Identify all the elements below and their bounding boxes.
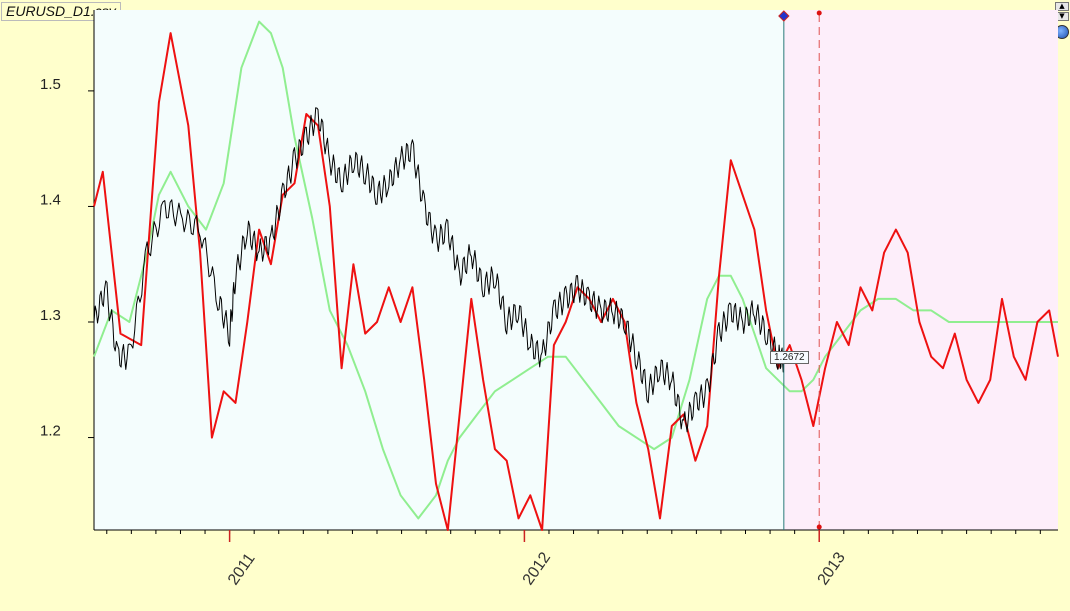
y-tick-label: 1.3	[40, 307, 61, 324]
y-tick-label: 1.5	[40, 76, 61, 93]
scroll-up-button[interactable]: ▲	[1055, 2, 1069, 11]
cursor-price-label: 1.2672	[770, 351, 809, 364]
forecast-area	[783, 10, 1058, 530]
plot-background	[94, 10, 1058, 530]
series-smoothed	[93, 20, 1058, 520]
x-tick-label: 2011	[225, 550, 259, 588]
y-tick-label: 1.2	[40, 423, 61, 440]
series-layer	[93, 20, 1059, 531]
y-tick-label: 1.4	[40, 191, 61, 208]
series-price	[93, 107, 785, 433]
forecast-start-bottom-dot	[816, 524, 822, 530]
x-axis-ticks: 2011 2012 2013	[106, 530, 1041, 588]
y-axis-ticks: 1.2 1.3 1.4 1.5	[40, 76, 94, 440]
x-tick-label: 2013	[815, 549, 849, 588]
x-tick-label: 2012	[520, 549, 554, 588]
chart-title: EURUSD_D1.csv	[1, 2, 121, 21]
chart-markers	[778, 10, 822, 530]
cursor-handle-icon	[778, 10, 790, 22]
forecast-start-top-dot	[816, 10, 822, 16]
history-area	[94, 10, 784, 530]
